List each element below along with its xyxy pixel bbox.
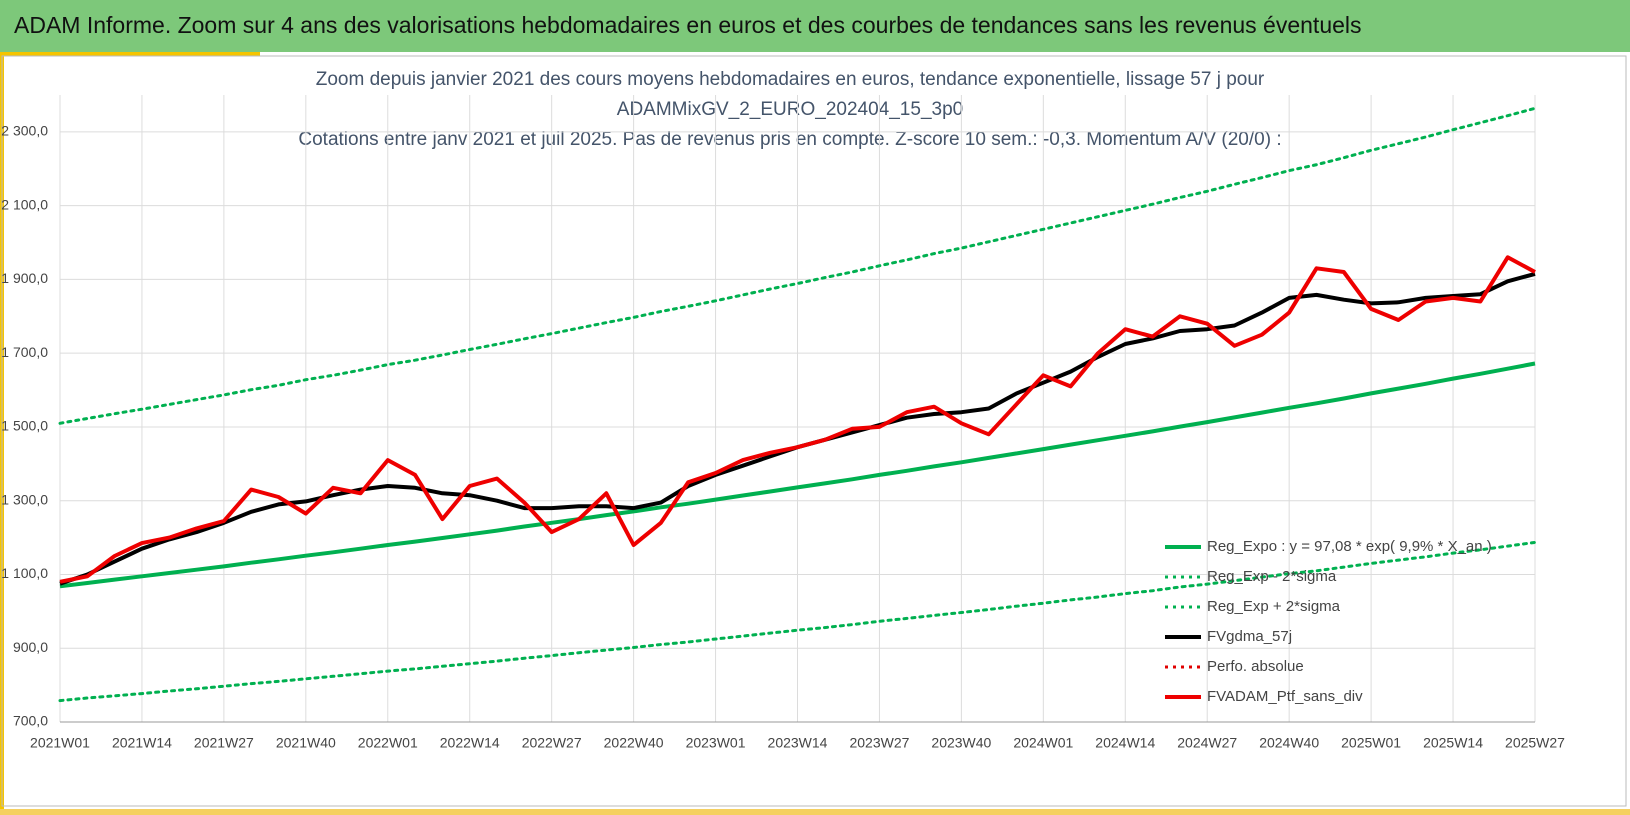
x-tick-label: 2021W14 [112, 735, 172, 751]
x-tick-label: 2022W01 [358, 735, 418, 751]
y-tick-label: 1 100,0 [1, 565, 48, 581]
series-line [58, 540, 1537, 703]
x-tick-label: 2025W14 [1423, 735, 1483, 751]
decor [0, 52, 260, 56]
legend-label: Reg_Exp + 2*sigma [1207, 598, 1341, 615]
y-tick-label: 900,0 [13, 639, 48, 655]
x-tick-label: 2022W14 [440, 735, 500, 751]
x-tick-label: 2024W40 [1259, 735, 1319, 751]
chart-title: Cotations entre janv 2021 et juil 2025. … [298, 129, 1281, 150]
x-tick-label: 2024W14 [1095, 735, 1155, 751]
legend-label: FVgdma_57j [1207, 628, 1292, 645]
header-title: ADAM Informe. Zoom sur 4 ans des valoris… [14, 12, 1362, 38]
decor [0, 809, 1630, 815]
x-tick-label: 2021W01 [30, 735, 90, 751]
chart: Zoom depuis janvier 2021 des cours moyen… [0, 52, 1630, 815]
x-tick-label: 2023W40 [931, 735, 991, 751]
chart-title: ADAMMixGV_2_EURO_202404_15_3p0 [617, 99, 963, 120]
y-tick-label: 1 900,0 [1, 270, 48, 286]
x-tick-label: 2023W27 [849, 735, 909, 751]
x-tick-label: 2023W01 [686, 735, 746, 751]
chart-title: Zoom depuis janvier 2021 des cours moyen… [316, 69, 1265, 90]
series-line [59, 361, 1536, 589]
x-tick-label: 2024W27 [1177, 735, 1237, 751]
x-tick-label: 2021W27 [194, 735, 254, 751]
x-tick-label: 2021W40 [276, 735, 336, 751]
x-tick-label: 2023W14 [768, 735, 828, 751]
x-tick-label: 2025W27 [1505, 735, 1565, 751]
y-tick-label: 700,0 [13, 713, 48, 729]
legend-label: Reg_Expo : y = 97,08 * exp( 9,9% * X_an … [1207, 538, 1492, 555]
header: ADAM Informe. Zoom sur 4 ans des valoris… [0, 0, 1630, 52]
series-line [59, 255, 1536, 584]
series-line [58, 106, 1537, 425]
x-tick-label: 2024W01 [1013, 735, 1073, 751]
y-tick-label: 1 300,0 [1, 491, 48, 507]
y-tick-label: 1 700,0 [1, 344, 48, 360]
y-tick-label: 1 500,0 [1, 418, 48, 434]
legend-label: FVADAM_Ptf_sans_div [1207, 688, 1363, 705]
x-tick-label: 2022W40 [604, 735, 664, 751]
y-tick-label: 2 100,0 [1, 196, 48, 212]
legend-label: Perfo. absolue [1207, 658, 1304, 675]
legend-label: Reg_Exp - 2*sigma [1207, 568, 1337, 585]
x-tick-label: 2022W27 [522, 735, 582, 751]
y-tick-label: 2 300,0 [1, 123, 48, 139]
x-tick-label: 2025W01 [1341, 735, 1401, 751]
chart-frame [1, 55, 1627, 807]
